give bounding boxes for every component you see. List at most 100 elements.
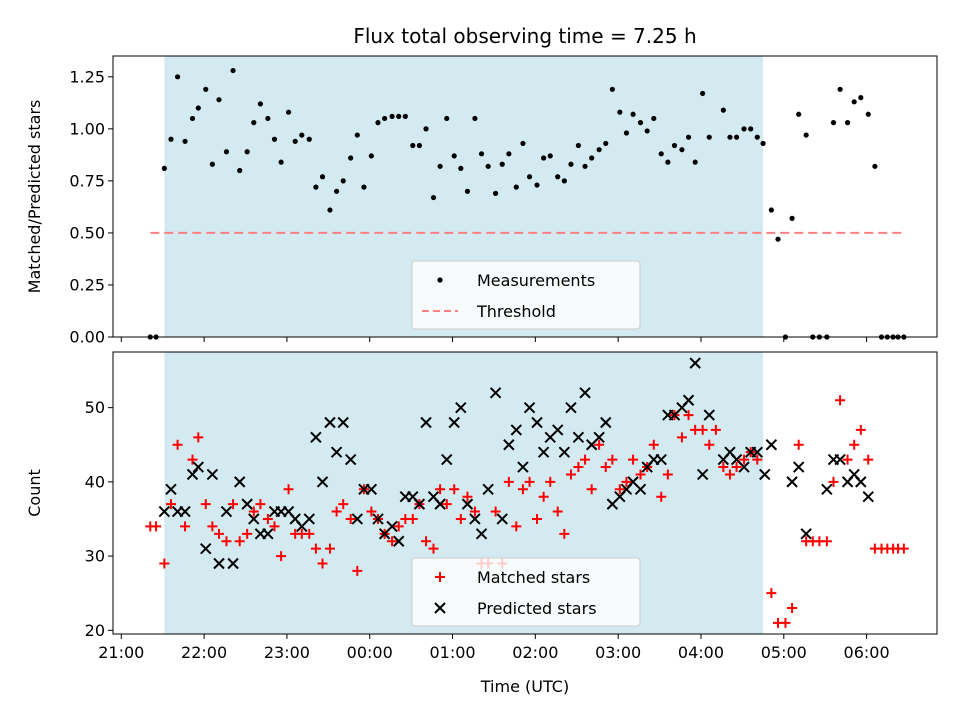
matched-star-point [248,506,259,517]
matched-star-point [317,558,328,569]
x-tick-label: 01:00 [429,643,475,662]
predicted-star-point [233,476,246,488]
measurement-point [458,165,464,171]
measurement-point [685,134,692,140]
x-tick-label: 04:00 [678,643,724,662]
matched-star-point [739,454,750,465]
predicted-star-point [496,513,508,525]
matched-star-point [228,499,239,510]
matched-star-point [159,558,170,569]
measurement-point [396,113,402,119]
matched-star-point [304,528,315,539]
matched-star-point [441,499,452,510]
matched-star-point [435,484,446,495]
measurement-point [444,115,450,122]
predicted-star-point [579,387,591,399]
predicted-star-point [372,513,384,525]
measurement-point [223,149,230,155]
measurement-point [872,163,878,169]
predicted-star-point [303,513,315,525]
matched-star-point [180,521,191,532]
predicted-star-point [192,461,205,473]
measurement-point [623,130,630,136]
measurement-point [203,86,209,92]
measurement-point [292,138,298,144]
matched-star-point [552,506,563,517]
measurement-point [547,153,553,159]
measurement-point [319,174,326,180]
predicted-star-point [786,476,798,488]
measurement-point [327,207,333,213]
predicted-star-point [862,491,874,503]
matched-star-point [255,499,266,510]
measurement-point [603,140,609,147]
measurement-point [727,134,733,140]
matched-star-point [345,513,356,524]
measurement-point [644,128,650,134]
matched-star-point [704,439,715,450]
figure-title: Flux total observing time = 7.25 h [353,24,696,48]
measurement-point [534,182,540,188]
matched-star-point [697,424,708,435]
predicted-star-point [689,357,701,369]
predicted-star-point [531,416,543,429]
measurement-point [830,120,837,126]
predicted-star-point [316,476,329,488]
measurement-point [485,163,491,169]
measurement-point [733,134,740,140]
predicted-star-point [420,416,432,429]
predicted-star-point [696,468,709,481]
matched-star-point [683,410,694,421]
measurement-point [837,86,843,92]
matched-star-point [449,484,460,495]
matched-star-point [835,395,846,406]
measurement-point [637,120,644,126]
measurement-point [271,136,278,142]
predicted-star-point [393,535,405,547]
measurement-point [651,115,657,122]
measurement-point [513,184,519,190]
predicted-star-point [413,498,426,510]
predicted-star-point [800,528,812,540]
measurement-point [410,142,416,149]
measurement-point [437,163,443,169]
y-tick-label: 0.25 [69,275,105,294]
matched-star-point [366,506,377,517]
measurement-point [754,134,760,140]
matched-star-point [573,462,584,473]
x-tick-label: 02:00 [512,643,558,662]
measurement-point [541,155,547,161]
measurement-point [278,159,284,165]
predicted-star-point [759,468,771,481]
measurement-point [340,178,346,184]
y-tick-label: 1.00 [69,119,105,138]
matched-star-point [662,469,673,480]
measurement-point [478,151,485,157]
measurement-point [402,113,408,119]
matched-star-point [324,543,335,554]
matched-star-point [503,476,514,487]
predicted-star-point [792,461,805,473]
matched-star-point [193,432,204,443]
y-tick-label: 0.75 [69,171,105,190]
ratio-panel: 0.00 0.25 0.50 0.75 1.00 1.25 Matched/Predicte… [25,55,938,347]
matched-star-point [648,439,659,450]
measurement-point [313,184,319,190]
legend-measurement-marker [437,277,443,283]
x-tick-label: 03:00 [595,643,641,662]
predicted-star-point [738,461,750,473]
matched-star-point [538,491,549,502]
measurement-point [768,207,774,213]
x-tick-label: 21:00 [98,643,144,662]
measurement-point [354,132,360,138]
predicted-star-point [634,483,647,495]
measurement-point [775,236,781,242]
measurement-point [361,184,367,190]
measurement-point [464,188,471,194]
predicted-star-point [227,557,239,570]
y-tick-label: 30 [85,547,105,566]
measurement-point [382,115,388,122]
measurement-point [499,161,505,167]
matched-star-point [656,491,667,502]
measurement-point [285,109,292,115]
